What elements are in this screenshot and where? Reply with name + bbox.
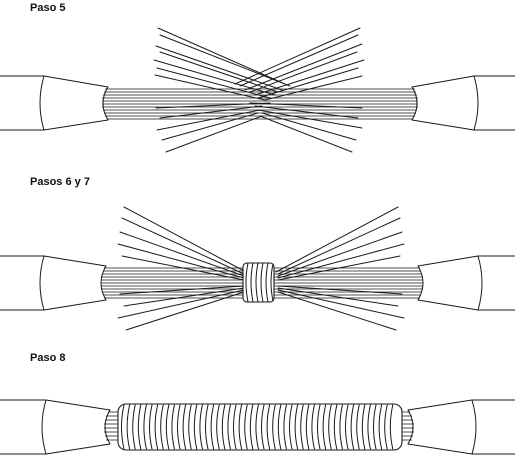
step-8-illustration [0, 399, 515, 455]
step-6-7-right-cable [417, 255, 515, 311]
step-8-strand-stubs [104, 411, 414, 441]
step-5-right-cable [411, 75, 515, 131]
step-6-7-left-cable [0, 255, 107, 311]
step-8-full-wrap [117, 403, 403, 451]
step-6-7-center-wrap [242, 262, 275, 303]
step-5-left-cable [0, 75, 109, 131]
step-6-7-fanned-strands [117, 206, 405, 331]
step-8-label: Paso 8 [30, 352, 66, 364]
step-8-right-cable [407, 399, 515, 455]
step-8-left-cable [0, 399, 111, 455]
step-6-7-illustration [0, 206, 515, 331]
step-5-fanned-strands [153, 27, 365, 153]
step-6-7-label: Pasos 6 y 7 [30, 176, 90, 188]
step-5-illustration [0, 27, 515, 153]
step-5-label: Paso 5 [30, 2, 66, 14]
